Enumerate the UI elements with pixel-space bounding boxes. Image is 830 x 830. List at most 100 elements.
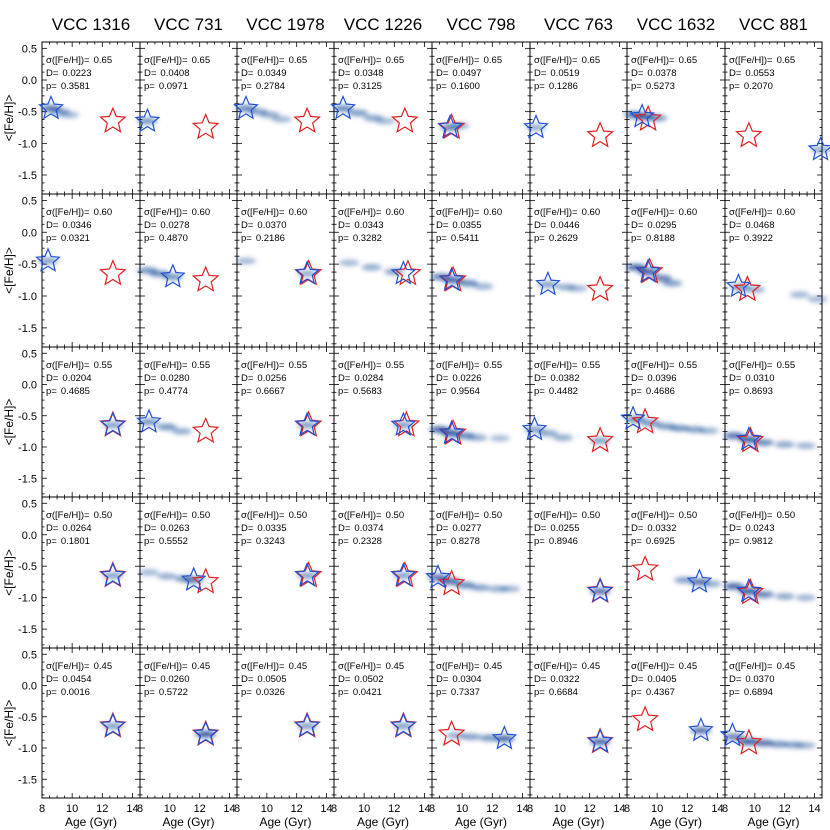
p-value: 0.6894 [744,687,773,698]
ks-d-label: D= 0.0255 [534,523,579,534]
model-star [535,270,561,296]
ks-d-value: 0.0382 [550,373,579,384]
axis-ticks [41,347,141,497]
panel-r1-c7: σ([Fe/H])= 0.60 D= 0.0468 p= 0.3922 [724,193,828,348]
ks-d-value: 0.0408 [160,68,189,79]
sigma-value: 0.45 [289,661,308,672]
observed-star [99,106,127,133]
model-star [807,136,830,161]
sigma-label: σ([Fe/H])= 0.55 [144,360,210,371]
density-mark [500,585,521,593]
axis-ticks [139,497,238,648]
p-value-label: p= 0.6925 [631,536,675,547]
panel-r1-c1: σ([Fe/H])= 0.60 D= 0.0278 p= 0.4870 [137,193,238,348]
x-axis-label: Age (Gyr) [357,815,409,829]
ks-d-label: D= 0.0505 [241,674,286,685]
sigma-label: σ([Fe/H])= 0.50 [436,510,502,521]
ks-d-label: D= 0.0405 [631,674,676,685]
column-title: VCC 881 [739,15,808,34]
sigma-value: 0.55 [484,360,503,371]
y-axis-label: <[Fe/H]> [2,247,16,294]
density-mark [807,295,828,303]
ks-d-label: D= 0.0322 [534,674,579,685]
density-mark [271,116,292,123]
ks-d-label: D= 0.0284 [338,373,383,384]
x-tick-label: 14 [516,803,528,815]
p-value: 0.4482 [549,386,578,397]
ks-d-label: D= 0.0396 [631,373,676,384]
ks-d-label: D= 0.0346 [46,220,91,231]
y-axis-label: <[Fe/H]> [2,399,16,446]
sigma-value: 0.50 [484,510,503,521]
p-value: 0.8278 [451,536,480,547]
sigma-value: 0.55 [94,360,113,371]
ks-d-value: 0.0284 [354,373,383,384]
model-star [620,405,646,430]
x-axis-label: Age (Gyr) [650,815,702,829]
x-axis-label: Age (Gyr) [747,815,799,829]
p-value: 0.8946 [549,536,578,547]
x-tick-label: 8 [429,803,435,815]
model-star [390,712,417,738]
density-mark [795,594,816,601]
x-tick-label: 10 [651,803,663,815]
density-mark [795,442,816,449]
p-value: 0.4686 [646,386,675,397]
p-value-label: p= 0.0016 [46,687,90,698]
ks-d-value: 0.0332 [647,523,676,534]
x-tick-label: 8 [624,803,630,815]
x-tick-label: 14 [418,803,430,815]
p-value-label: p= 0.2070 [729,81,773,92]
observed-star [735,121,763,148]
sigma-value: 0.45 [582,661,601,672]
p-value-label: p= 0.4686 [631,386,675,397]
sigma-value: 0.50 [289,510,308,521]
ks-d-label: D= 0.0280 [144,373,189,384]
x-tick-label: 10 [164,803,176,815]
y-axis-label: <[Fe/H]> [2,700,16,747]
p-value-label: p= 0.8188 [631,233,675,244]
panel-r3-c2: σ([Fe/H])= 0.50 D= 0.0335 p= 0.3243 [236,496,335,649]
panel-r0-c0: σ([Fe/H])= 0.65 D= 0.0223 p= 0.3581 [38,41,141,195]
y-tick-label: 0.5 [22,649,37,661]
sigma-label: σ([Fe/H])= 0.55 [241,360,307,371]
sigma-label: σ([Fe/H])= 0.65 [46,55,112,66]
ks-d-label: D= 0.0332 [631,523,676,534]
panel-r4-c0: σ([Fe/H])= 0.45 D= 0.0454 p= 0.0016 [41,647,141,799]
density-mark [567,285,588,292]
sigma-label: σ([Fe/H])= 0.55 [729,360,795,371]
ks-d-label: D= 0.0446 [534,220,579,231]
observed-star [586,121,614,148]
ks-d-value: 0.0405 [647,674,676,685]
p-value: 0.2629 [549,233,578,244]
ks-d-label: D= 0.0310 [729,373,774,384]
p-value-label: p= 0.0326 [241,687,285,698]
p-value-label: p= 0.5273 [631,81,675,92]
p-value-label: p= 0.4774 [144,386,188,397]
sigma-value: 0.50 [582,510,601,521]
p-value-label: p= 0.6667 [241,386,285,397]
panel-r3-c5: σ([Fe/H])= 0.50 D= 0.0255 p= 0.8946 [529,496,628,649]
panel-r0-c3: σ([Fe/H])= 0.65 D= 0.0348 p= 0.3125 [330,41,433,195]
panel-frame [333,193,433,348]
model-star [180,566,207,592]
panel-frame [724,496,823,649]
panel-frame [626,647,726,799]
model-star [719,721,746,747]
panel-r1-c4: σ([Fe/H])= 0.60 D= 0.0355 p= 0.5411 [431,193,531,348]
p-value: 0.6667 [256,386,285,397]
y-tick-label: -1.5 [18,323,37,335]
ks-d-label: D= 0.0260 [144,674,189,685]
ks-d-value: 0.0310 [745,373,774,384]
ks-d-value: 0.0260 [160,674,189,685]
panel-r1-c2: σ([Fe/H])= 0.60 D= 0.0370 p= 0.2186 [235,193,335,348]
p-value-label: p= 0.9812 [729,536,773,547]
column-titles: VCC 1316 VCC 731 VCC 1978 VCC 1226 VCC 798 VC… [52,15,808,34]
x-tick-label: 14 [711,803,723,815]
sigma-label: σ([Fe/H])= 0.50 [534,510,600,521]
sigma-value: 0.55 [289,360,308,371]
model-star [635,258,661,283]
ks-d-label: D= 0.0343 [338,220,383,231]
observed-star [733,275,762,302]
ks-d-label: D= 0.0374 [338,523,383,534]
